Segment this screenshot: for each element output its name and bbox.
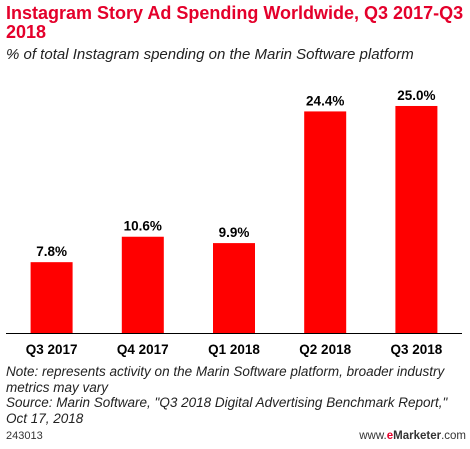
bar-value-label: 25.0% (397, 88, 435, 103)
bar (121, 236, 164, 333)
x-tick-label: Q2 2018 (299, 342, 351, 357)
bar-value-label: 10.6% (124, 219, 162, 234)
bar (304, 111, 347, 333)
brand-e: e (386, 430, 394, 442)
x-tick-label: Q3 2018 (391, 342, 443, 357)
chart-id: 243013 (6, 430, 43, 442)
chart-subtitle: % of total Instagram spending on the Mar… (6, 46, 414, 63)
bar (30, 262, 73, 333)
x-tick-label: Q3 2017 (26, 342, 78, 357)
x-tick-label: Q1 2018 (208, 342, 260, 357)
emarketer-brand[interactable]: www.eMarketer.com (359, 430, 466, 442)
note-text: Note: represents activity on the Marin S… (6, 364, 445, 395)
brand-name: Marketer (393, 430, 442, 442)
bar (213, 243, 255, 333)
bar-chart: 7.8% Q3 2017 10.6% Q4 2017 9.9% Q1 2018 24.4% Q… (6, 88, 462, 357)
brand-suffix: .com (441, 430, 466, 442)
source-text: Source: Marin Software, "Q3 2018 Digital… (6, 395, 448, 426)
bar-value-label: 7.8% (36, 244, 67, 259)
bar-value-label: 24.4% (306, 93, 344, 108)
brand-prefix: www. (359, 430, 387, 442)
notes-block: Note: represents activity on the Marin S… (6, 364, 466, 426)
bar (395, 105, 438, 334)
chart-title: Instagram Story Ad Spending Worldwide, Q… (6, 3, 464, 42)
x-tick-label: Q4 2017 (117, 342, 169, 357)
bar-value-label: 9.9% (219, 225, 250, 240)
